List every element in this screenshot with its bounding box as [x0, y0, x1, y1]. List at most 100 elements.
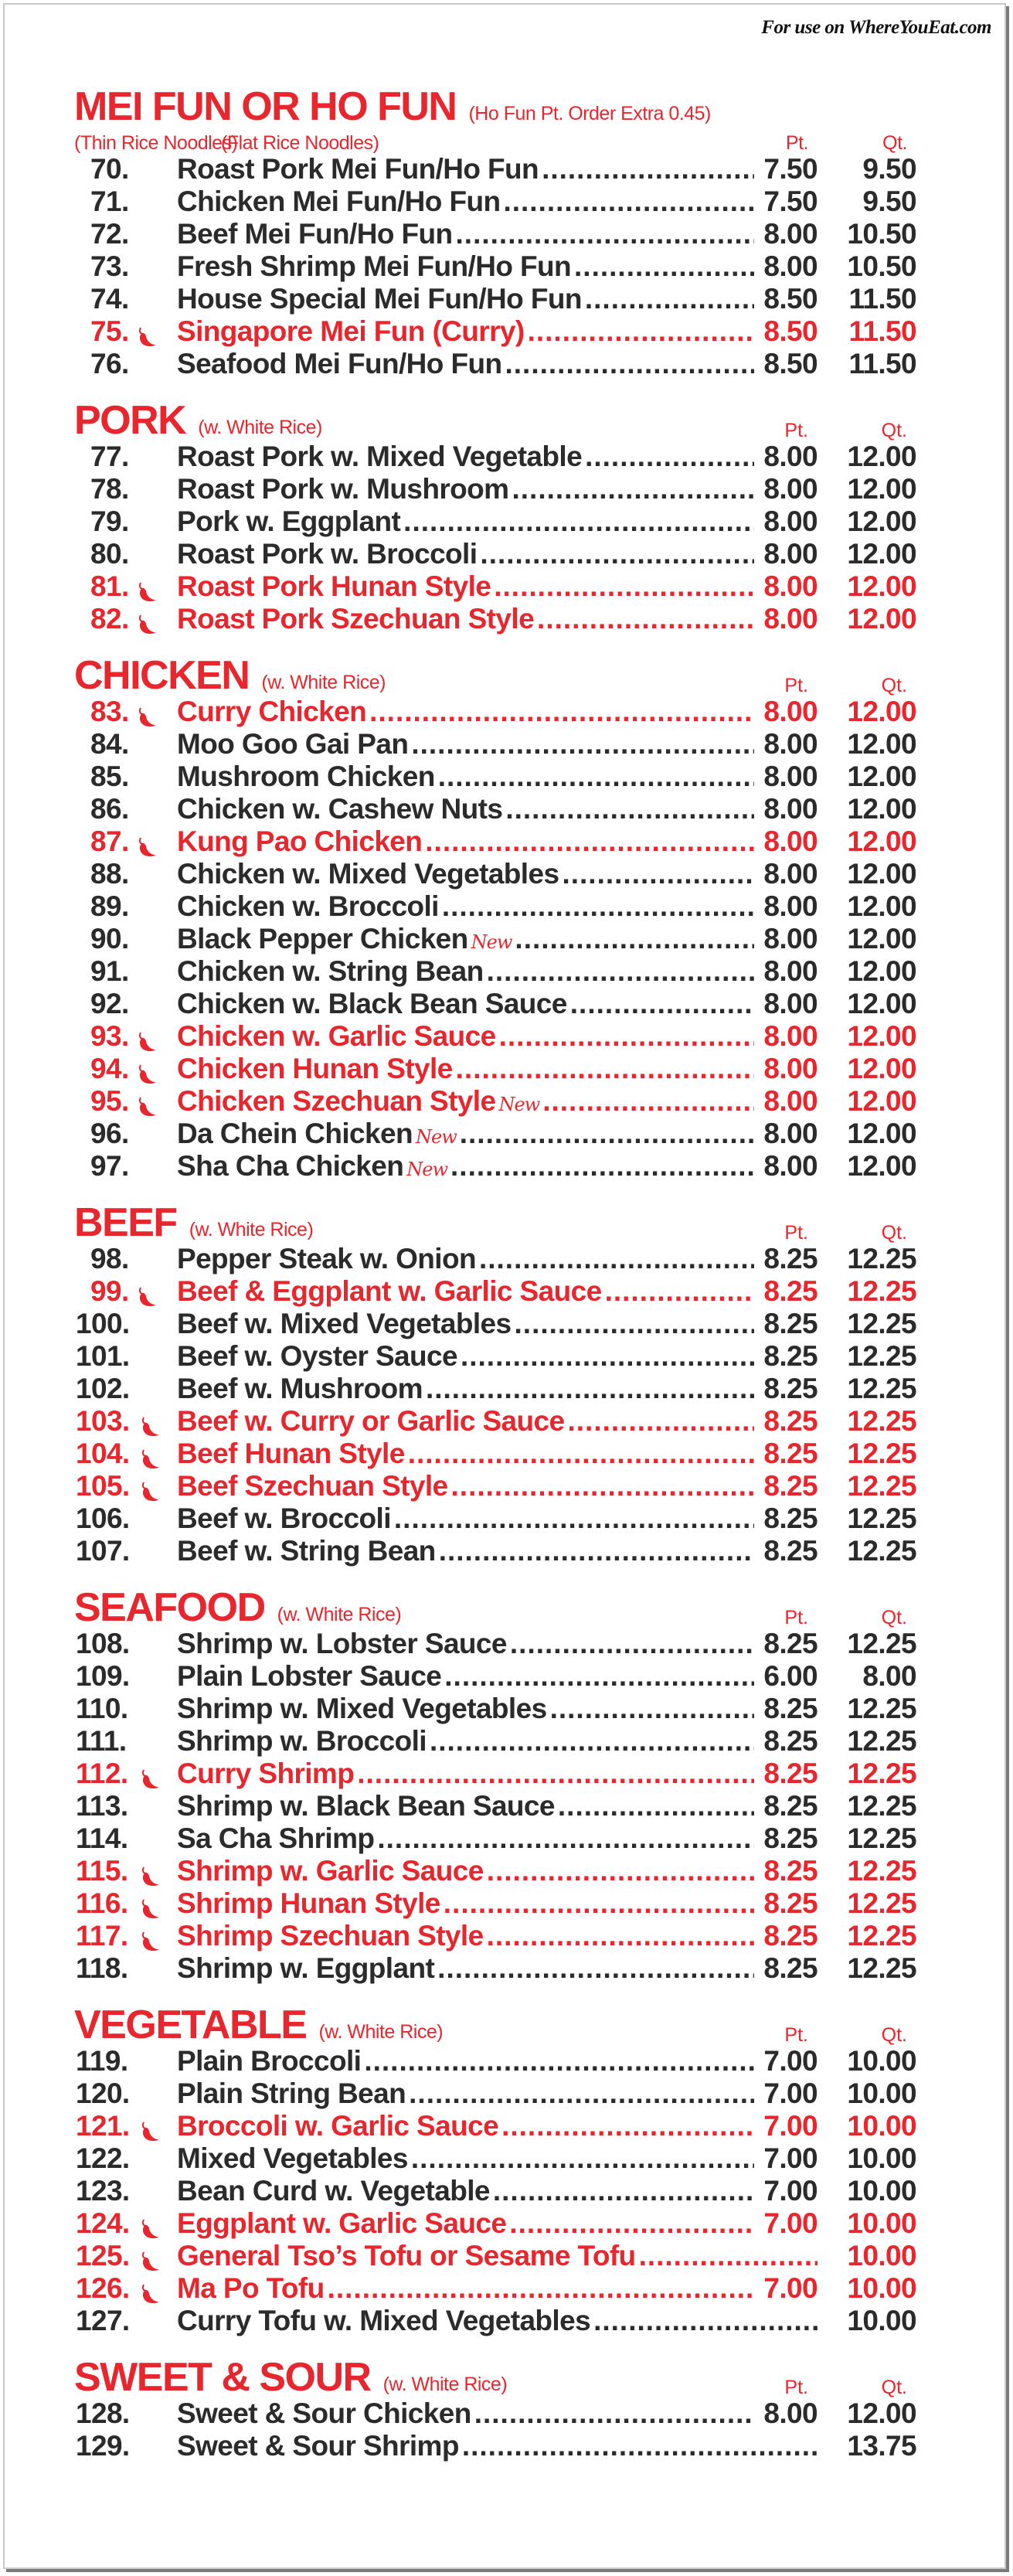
menu-item[interactable]: 110. Shrimp w. Mixed Vegetables 8.25 12.25: [74, 1693, 917, 1725]
menu-item[interactable]: 85. Mushroom Chicken 8.00 12.00: [74, 761, 917, 793]
menu-item[interactable]: 121. Broccoli w. Garlic Sauce 7.00 10.00: [74, 2110, 917, 2142]
column-label-quart: Qt.: [881, 1222, 907, 1244]
menu-item[interactable]: 114. Sa Cha Shrimp 8.25 12.25: [74, 1822, 917, 1855]
menu-item[interactable]: 94. Chicken Hunan Style 8.00 12.00: [74, 1053, 917, 1085]
price-pint: 8.00: [763, 1085, 818, 1117]
menu-item[interactable]: 73. Fresh Shrimp Mei Fun/Ho Fun 8.00 10.50: [74, 250, 917, 283]
dot-leader: [444, 1887, 754, 1920]
menu-item[interactable]: 115. Shrimp w. Garlic Sauce 8.25 12.25: [74, 1855, 917, 1887]
menu-item[interactable]: 81. Roast Pork Hunan Style 8.00 12.00: [74, 570, 917, 603]
hot-pepper-icon: [139, 1477, 159, 1502]
menu-item[interactable]: 120. Plain String Bean 7.00 10.00: [74, 2077, 917, 2110]
item-number: 112.: [74, 1758, 177, 1790]
menu-item[interactable]: 105. Beef Szechuan Style 8.25 12.25: [74, 1470, 917, 1502]
menu-item[interactable]: 108. Shrimp w. Lobster Sauce 8.25 12.25: [74, 1628, 917, 1660]
dot-leader: [512, 473, 754, 505]
menu-item[interactable]: 92. Chicken w. Black Bean Sauce 8.00 12.00: [74, 988, 917, 1020]
menu-item[interactable]: 103. Beef w. Curry or Garlic Sauce 8.25 12.…: [74, 1405, 917, 1438]
item-name: Pork w. Eggplant: [177, 505, 401, 537]
price-quart: 12.25: [847, 1822, 916, 1854]
dot-leader: [568, 1405, 755, 1438]
menu-item[interactable]: 80. Roast Pork w. Broccoli 8.00 12.00: [74, 538, 917, 570]
item-number-text: 122.: [76, 2142, 130, 2174]
menu-item[interactable]: 83. Curry Chicken 8.00 12.00: [74, 696, 917, 728]
menu-item[interactable]: 119. Plain Broccoli 7.00 10.00: [74, 2045, 917, 2077]
menu-item[interactable]: 93. Chicken w. Garlic Sauce 8.00 12.00: [74, 1020, 917, 1053]
item-number-text: 106.: [76, 1502, 130, 1534]
item-number: 83.: [74, 696, 177, 728]
menu-item[interactable]: 116. Shrimp Hunan Style 8.25 12.25: [74, 1887, 917, 1920]
price-pint: 8.25: [763, 1628, 818, 1659]
price-pint: 8.00: [763, 570, 818, 602]
item-name: Beef Szechuan Style: [177, 1470, 448, 1502]
price-quart: 12.00: [847, 538, 916, 570]
item-number: 122.: [74, 2142, 177, 2175]
menu-item[interactable]: 78. Roast Pork w. Mushroom 8.00 12.00: [74, 473, 917, 505]
item-number: 76.: [74, 348, 177, 380]
menu-item[interactable]: 111. Shrimp w. Broccoli 8.25 12.25: [74, 1725, 917, 1758]
item-name: Eggplant w. Garlic Sauce: [177, 2207, 507, 2239]
price-pint: 8.00: [763, 218, 818, 250]
menu-item[interactable]: 70. Roast Pork Mei Fun/Ho Fun 7.50 9.50: [74, 153, 917, 185]
menu-item[interactable]: 99. Beef & Eggplant w. Garlic Sauce 8.25 12…: [74, 1275, 917, 1308]
price-quart: 12.00: [847, 825, 916, 857]
menu-item[interactable]: 101. Beef w. Oyster Sauce 8.25 12.25: [74, 1340, 917, 1373]
price-quart: 11.50: [848, 315, 916, 347]
price-pint: 8.25: [763, 1952, 818, 1984]
menu-item[interactable]: 100. Beef w. Mixed Vegetables 8.25 12.25: [74, 1308, 917, 1340]
menu-item[interactable]: 118. Shrimp w. Eggplant 8.25 12.25: [74, 1952, 917, 1985]
dot-leader: [562, 858, 754, 890]
dot-leader: [493, 2175, 754, 2207]
dot-leader: [437, 1952, 754, 1985]
menu-item[interactable]: 75. Singapore Mei Fun (Curry) 8.50 11.50: [74, 315, 917, 348]
item-number: 71.: [74, 185, 177, 218]
menu-item[interactable]: 117. Shrimp Szechuan Style 8.25 12.25: [74, 1920, 917, 1952]
menu-item[interactable]: 127. Curry Tofu w. Mixed Vegetables 10.00: [74, 2305, 917, 2337]
menu-item[interactable]: 89. Chicken w. Broccoli 8.00 12.00: [74, 890, 917, 923]
item-number: 92.: [74, 988, 177, 1020]
menu-item[interactable]: 124. Eggplant w. Garlic Sauce 7.00 10.00: [74, 2207, 917, 2240]
menu-item[interactable]: 106. Beef w. Broccoli 8.25 12.25: [74, 1502, 917, 1535]
menu-item[interactable]: 104. Beef Hunan Style 8.25 12.25: [74, 1438, 917, 1470]
menu-item[interactable]: 109. Plain Lobster Sauce 6.00 8.00: [74, 1660, 917, 1693]
menu-item[interactable]: 128. Sweet & Sour Chicken 8.00 12.00: [74, 2397, 917, 2430]
menu-item[interactable]: 88. Chicken w. Mixed Vegetables 8.00 12.00: [74, 858, 917, 890]
menu-item[interactable]: 112. Curry Shrimp 8.25 12.25: [74, 1758, 917, 1790]
menu-item[interactable]: 91. Chicken w. String Bean 8.00 12.00: [74, 955, 917, 988]
menu-item[interactable]: 107. Beef w. String Bean 8.25 12.25: [74, 1535, 917, 1567]
item-name: Chicken w. Broccoli: [177, 890, 439, 922]
menu-item[interactable]: 126. Ma Po Tofu 7.00 10.00: [74, 2272, 917, 2305]
price-quart: 12.00: [847, 473, 916, 505]
menu-item[interactable]: 86. Chicken w. Cashew Nuts 8.00 12.00: [74, 793, 917, 825]
menu-item[interactable]: 74. House Special Mei Fun/Ho Fun 8.50 11.50: [74, 283, 917, 315]
menu-item[interactable]: 122. Mixed Vegetables 7.00 10.00: [74, 2142, 917, 2175]
menu-item[interactable]: 125. General Tso’s Tofu or Sesame Tofu 10.…: [74, 2240, 917, 2272]
price-pint: 8.00: [763, 825, 818, 857]
menu-item[interactable]: 102. Beef w. Mushroom 8.25 12.25: [74, 1373, 917, 1405]
column-label-quart: Qt.: [882, 132, 907, 154]
menu-item[interactable]: 87. Kung Pao Chicken 8.00 12.00: [74, 825, 917, 858]
menu-item[interactable]: 123. Bean Curd w. Vegetable 7.00 10.00: [74, 2175, 917, 2207]
menu-item[interactable]: 84. Moo Goo Gai Pan 8.00 12.00: [74, 728, 917, 761]
menu-item[interactable]: 129. Sweet & Sour Shrimp 13.75: [74, 2430, 917, 2462]
menu-item[interactable]: 98. Pepper Steak w. Onion 8.25 12.25: [74, 1243, 917, 1275]
item-number: 123.: [74, 2175, 177, 2207]
menu-item[interactable]: 113. Shrimp w. Black Bean Sauce 8.25 12.25: [74, 1790, 917, 1822]
menu-item[interactable]: 72. Beef Mei Fun/Ho Fun 8.00 10.50: [74, 218, 917, 250]
menu-item[interactable]: 82. Roast Pork Szechuan Style 8.00 12.00: [74, 603, 917, 635]
menu-item[interactable]: 77. Roast Pork w. Mixed Vegetable 8.00 12.0…: [74, 441, 917, 473]
section-header: SEAFOOD (w. White Rice) Pt. Qt.: [74, 1587, 916, 1628]
menu-item[interactable]: 76. Seafood Mei Fun/Ho Fun 8.50 11.50: [74, 348, 917, 380]
price-pint: 8.25: [763, 1502, 818, 1534]
item-name: Beef w. Mushroom: [177, 1373, 423, 1404]
menu-item[interactable]: 71. Chicken Mei Fun/Ho Fun 7.50 9.50: [74, 185, 917, 218]
dot-leader: [542, 153, 754, 185]
menu-item[interactable]: 79. Pork w. Eggplant 8.00 12.00: [74, 505, 917, 538]
menu-section: MEI FUN OR HO FUN (Ho Fun Pt. Order Extra…: [74, 83, 917, 380]
item-number: 103.: [74, 1405, 177, 1438]
price-quart: 12.00: [847, 1053, 916, 1084]
